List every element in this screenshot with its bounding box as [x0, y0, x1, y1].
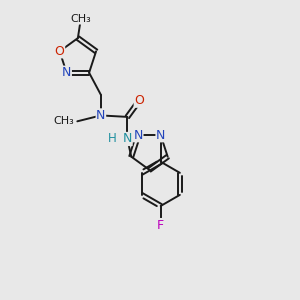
Text: CH₃: CH₃ [54, 116, 74, 126]
Text: O: O [55, 45, 64, 58]
Text: F: F [157, 219, 164, 232]
Text: N: N [96, 109, 106, 122]
Text: N: N [62, 66, 71, 79]
Text: N: N [134, 129, 143, 142]
Text: N: N [156, 129, 165, 142]
Text: CH₃: CH₃ [70, 14, 91, 24]
Text: N: N [123, 133, 132, 146]
Text: O: O [134, 94, 144, 107]
Text: H: H [108, 133, 117, 146]
